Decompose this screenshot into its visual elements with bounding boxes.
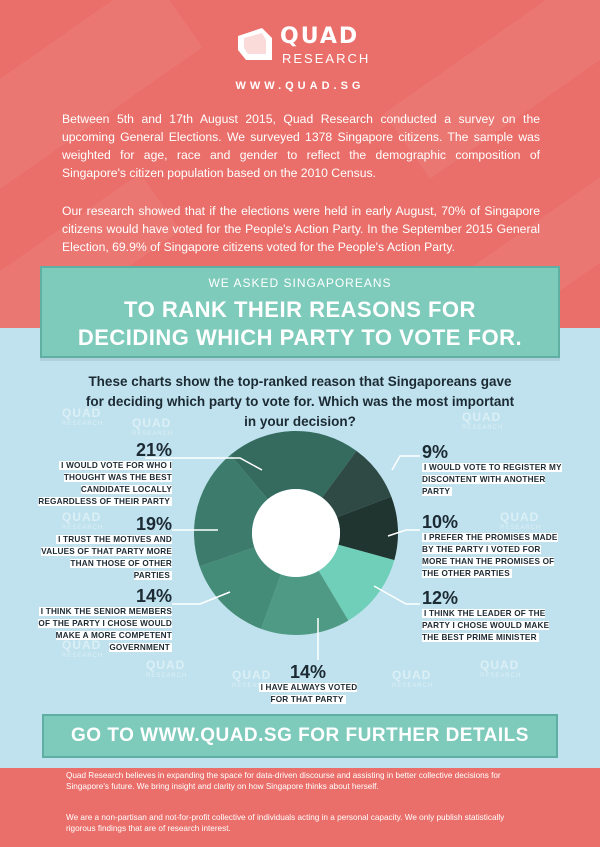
donut-slice: [337, 496, 399, 561]
footer-paragraph-2: We are a non-partisan and not-for-profit…: [66, 813, 505, 833]
donut-slice: [230, 431, 357, 500]
callout-senior-members: 14% I THINK THE SENIOR MEMBERS OF THE PA…: [30, 586, 172, 654]
leader-line: [172, 591, 231, 605]
watermark-logo: QUAD RESEARCH: [62, 510, 104, 531]
slice-percent: 21%: [135, 440, 172, 460]
watermark-logo: QUAD RESEARCH: [462, 410, 504, 431]
leader-line: [387, 529, 420, 537]
slice-percent: 9%: [422, 442, 449, 462]
watermark-logo: QUAD RESEARCH: [232, 668, 274, 689]
callout-promises: 10% I PREFER THE PROMISES MADE BY THE PA…: [422, 512, 568, 580]
banner-heading-line-1: TO RANK THEIR REASONS FOR: [124, 297, 476, 322]
donut-slice: [199, 547, 281, 629]
leader-line: [391, 455, 420, 471]
slice-label: I HAVE ALWAYS VOTED FOR THAT PARTY: [258, 683, 358, 704]
slice-label: I WOULD VOTE FOR WHO I THOUGHT WAS THE B…: [38, 461, 172, 506]
intro-paragraph-1: Between 5th and 17th August 2015, Quad R…: [62, 112, 540, 180]
watermark-logo: QUAD RESEARCH: [62, 638, 104, 659]
logo-subtitle: RESEARCH: [282, 51, 371, 66]
watermark-logo: QUAD RESEARCH: [132, 416, 174, 437]
slice-percent: 12%: [422, 588, 459, 608]
quad-logo[interactable]: QUAD RESEARCH: [236, 24, 368, 68]
slice-label: I TRUST THE MOTIVES AND VALUES OF THAT P…: [41, 535, 172, 580]
donut-slice: [322, 450, 392, 518]
watermark-logo: QUAD RESEARCH: [146, 658, 188, 679]
donut-slice: [318, 544, 395, 621]
watermark-logo: QUAD RESEARCH: [62, 406, 104, 427]
callout-discontent: 9% I WOULD VOTE TO REGISTER MY DISCONTEN…: [422, 442, 564, 498]
headline-banner: WE ASKED SINGAPOREANS TO RANK THEIR REAS…: [40, 266, 560, 358]
footer-paragraph-1: Quad Research believes in expanding the …: [66, 771, 501, 791]
slice-percent: 14%: [289, 662, 327, 682]
logo-wordmark: QUAD: [280, 24, 360, 49]
banner-subheading: WE ASKED SINGAPOREANS: [208, 276, 392, 290]
intro-paragraph-2: Our research showed that if the election…: [62, 204, 540, 254]
watermark-logo: QUAD RESEARCH: [500, 510, 542, 531]
callout-always-voted: 14% I HAVE ALWAYS VOTED FOR THAT PARTY: [258, 662, 358, 706]
slice-label: I PREFER THE PROMISES MADE BY THE PARTY …: [422, 533, 558, 578]
donut-slice: [194, 454, 268, 567]
slice-percent: 14%: [135, 586, 172, 606]
donut-slice: [261, 570, 349, 635]
slice-label: I WOULD VOTE TO REGISTER MY DISCONTENT W…: [422, 463, 562, 496]
banner-heading-line-2: DECIDING WHICH PARTY TO VOTE FOR.: [77, 325, 523, 350]
quad-logo-icon: [238, 28, 272, 60]
watermark-logo: QUAD RESEARCH: [480, 658, 522, 679]
cta-link[interactable]: GO TO WWW.QUAD.SG FOR FURTHER DETAILS: [42, 714, 558, 758]
slice-percent: 10%: [422, 512, 459, 532]
slice-label: I THINK THE LEADER OF THE PARTY I CHOSE …: [422, 609, 550, 642]
leader-line: [373, 585, 420, 605]
callout-leader: 12% I THINK THE LEADER OF THE PARTY I CH…: [422, 588, 552, 644]
slice-percent: 19%: [135, 514, 172, 534]
website-url[interactable]: WWW.QUAD.SG: [235, 80, 365, 92]
banner-heading: TO RANK THEIR REASONS FOR DECIDING WHICH…: [42, 296, 558, 352]
callout-trust-motives: 19% I TRUST THE MOTIVES AND VALUES OF TH…: [30, 514, 172, 582]
slice-label: I THINK THE SENIOR MEMBERS OF THE PARTY …: [38, 607, 172, 652]
leader-line: [145, 457, 263, 471]
watermark-logo: QUAD RESEARCH: [392, 668, 434, 689]
chart-question: These charts show the top-ranked reason …: [85, 374, 515, 429]
footer-section: [0, 768, 600, 847]
callout-best-candidate: 21% I WOULD VOTE FOR WHO I THOUGHT WAS T…: [30, 440, 172, 508]
donut-hole: [252, 489, 340, 577]
